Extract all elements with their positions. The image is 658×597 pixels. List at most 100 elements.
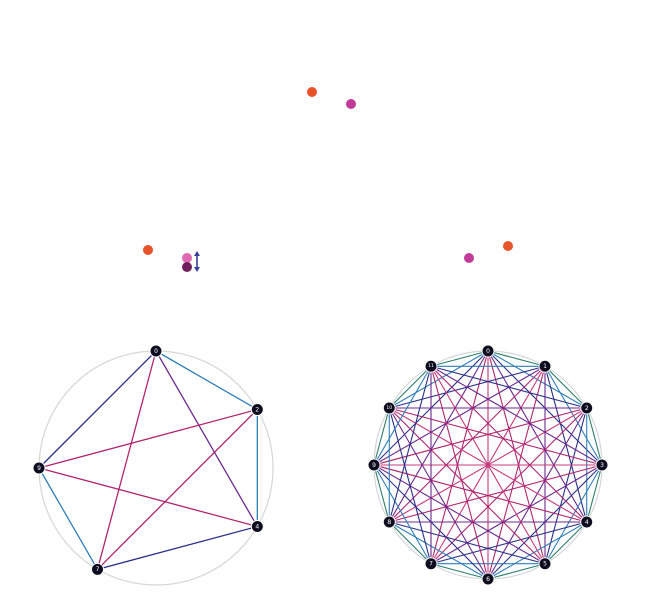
complete-edge-0-7	[430, 350, 489, 565]
small-edge-0-2	[155, 350, 258, 411]
small-edge-2-9	[38, 408, 258, 469]
complete-node-0: 0	[481, 344, 495, 358]
complete-node-11-circle	[424, 359, 438, 373]
complete-node-3-circle	[595, 458, 609, 472]
complete-node-2-circle	[580, 401, 594, 415]
small-edge-2-7	[96, 408, 258, 570]
small-node-0: 0	[149, 344, 163, 358]
small-graph-nodes: 0 2 4 7 9	[32, 344, 264, 576]
complete-node-7-label: 7	[429, 561, 433, 568]
complete-graph-nodes: 0 1 2 3 4 5 6 7 8 9 10 11	[367, 344, 609, 586]
small-node-2-label: 2	[255, 406, 259, 413]
complete-edge-5-10	[388, 407, 546, 565]
complete-edge-8-9	[373, 464, 390, 523]
complete-node-9-label: 9	[372, 462, 376, 469]
small-node-4-label: 4	[255, 523, 259, 530]
complete-node-11-label: 11	[428, 363, 434, 369]
complete-node-1-label: 1	[543, 363, 547, 370]
small-node-4: 4	[250, 520, 264, 533]
small-node-9-circle	[32, 461, 46, 475]
complete-edge-3-8	[388, 464, 603, 523]
complete-edge-2-9	[373, 407, 588, 466]
top-cluster	[307, 87, 356, 109]
complete-node-5-circle	[538, 557, 552, 571]
complete-node-6-label: 6	[486, 576, 490, 583]
complete-edge-6-8	[388, 521, 489, 580]
small-node-0-label: 0	[154, 348, 158, 355]
small-graph-ring	[38, 350, 274, 586]
complete-node-1-circle	[538, 359, 552, 373]
small-edge-4-9	[38, 467, 258, 528]
small-node-9: 9	[32, 461, 46, 475]
small-node-9-label: 9	[37, 465, 41, 472]
small-node-7-circle	[91, 562, 104, 576]
complete-edge-4-11	[430, 365, 588, 523]
small-graph-edges	[38, 350, 258, 570]
left-cluster	[143, 245, 200, 272]
complete-node-5: 5	[538, 557, 552, 571]
complete-node-9: 9	[367, 458, 381, 472]
complete-node-4-circle	[580, 515, 594, 529]
complete-node-11: 11	[424, 359, 438, 373]
complete-edge-4-5	[544, 521, 588, 565]
top-magenta-dot	[346, 99, 356, 109]
complete-edge-7-10	[388, 407, 432, 565]
complete-edge-3-10	[388, 407, 603, 466]
complete-edge-0-11	[430, 350, 489, 367]
complete-node-4-label: 4	[585, 519, 589, 526]
complete-node-2-label: 2	[585, 405, 589, 412]
small-node-7: 7	[91, 562, 104, 576]
complete-edge-10-11	[388, 365, 432, 409]
complete-edge-1-6	[487, 365, 546, 580]
complete-node-10-circle	[382, 401, 396, 415]
complete-edge-8-11	[388, 365, 432, 523]
small-edge-0-4	[155, 350, 258, 528]
small-edge-7-9	[38, 467, 99, 570]
right-magenta-dot	[464, 253, 474, 263]
right-orange-dot	[503, 241, 513, 251]
small-edge-0-9	[38, 350, 157, 469]
complete-edge-9-11	[373, 365, 432, 466]
complete-edge-4-9	[373, 464, 588, 523]
complete-edge-9-10	[373, 407, 390, 466]
complete-edge-5-9	[373, 464, 546, 565]
complete-edge-3-4	[586, 464, 603, 523]
complete-edge-6-11	[430, 365, 489, 580]
complete-node-8-label: 8	[387, 519, 391, 526]
complete-node-3: 3	[595, 458, 609, 472]
complete-node-0-circle	[481, 344, 495, 358]
complete-node-10: 10	[382, 401, 396, 415]
complete-node-1: 1	[538, 359, 552, 373]
small-node-2-circle	[250, 403, 264, 416]
complete-node-5-label: 5	[543, 561, 547, 568]
complete-edge-6-10	[388, 407, 489, 580]
left-orange-dot	[143, 245, 153, 255]
left-plum-dot	[182, 262, 192, 272]
complete-node-6-circle	[481, 572, 495, 586]
complete-edge-2-7	[430, 407, 588, 565]
complete-node-3-label: 3	[600, 462, 604, 469]
complete-edge-1-8	[388, 365, 546, 523]
small-node-2: 2	[250, 403, 264, 416]
complete-graph: 0 1 2 3 4 5 6 7 8 9 10 11	[367, 344, 609, 586]
complete-node-9-circle	[367, 458, 381, 472]
small-edge-4-7	[96, 525, 258, 570]
complete-node-4: 4	[580, 515, 594, 529]
complete-edge-0-5	[487, 350, 546, 565]
complete-node-6: 6	[481, 572, 495, 586]
complete-edge-5-6	[487, 563, 546, 580]
left-pink-dot	[182, 253, 192, 263]
right-cluster	[464, 241, 513, 263]
complete-edge-7-8	[388, 521, 432, 565]
small-node-7-label: 7	[96, 566, 100, 573]
complete-edge-2-3	[586, 407, 603, 466]
complete-node-7: 7	[424, 557, 438, 571]
complete-graph-edges	[373, 350, 603, 580]
complete-node-7-circle	[424, 557, 438, 571]
top-orange-dot	[307, 87, 317, 97]
complete-edge-3-11	[430, 365, 603, 466]
complete-node-8-circle	[382, 515, 396, 529]
complete-edge-5-11	[430, 365, 546, 565]
complete-edge-1-2	[544, 365, 588, 409]
